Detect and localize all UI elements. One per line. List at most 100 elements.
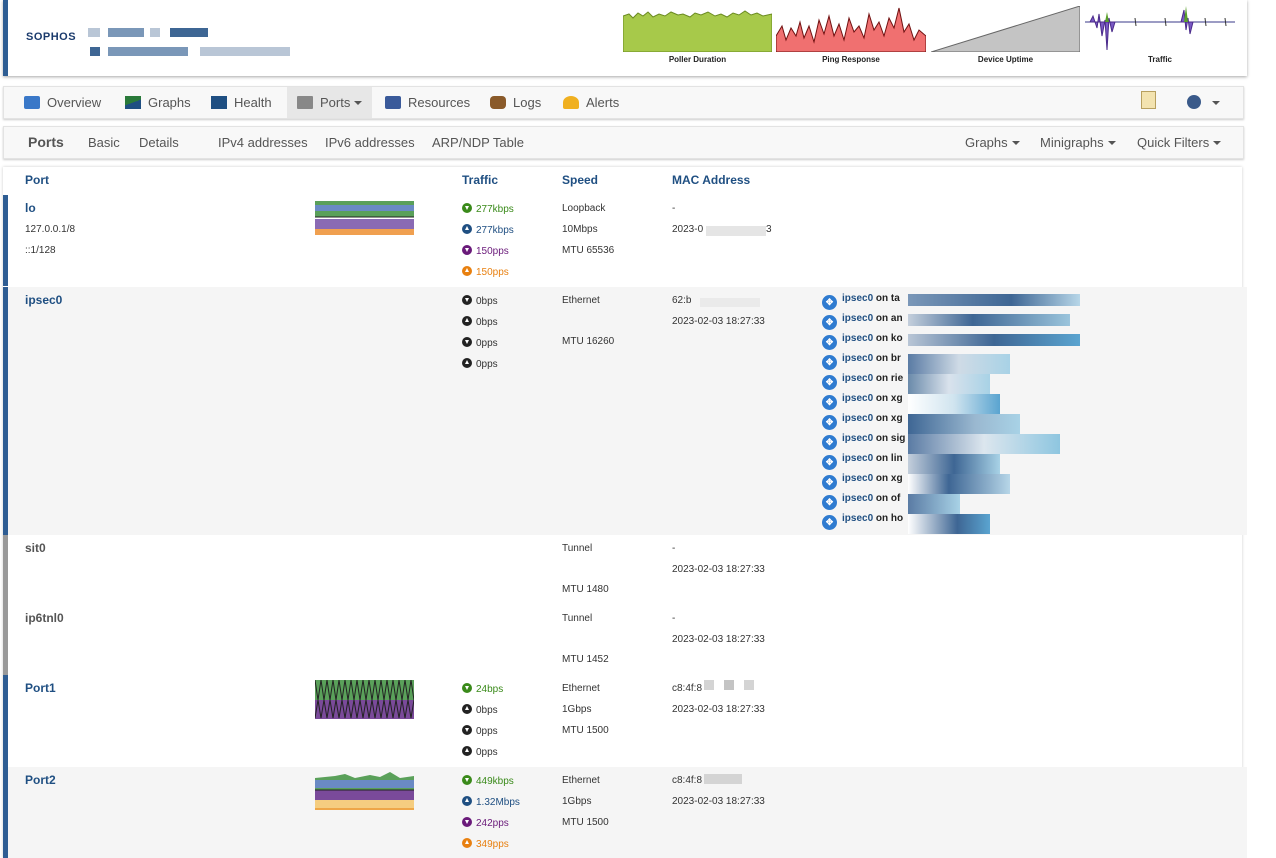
ipsec-iface: ipsec0 [842, 353, 874, 364]
port-mtu: MTU 1500 [562, 817, 609, 828]
arrow-up-icon [462, 266, 472, 276]
traffic-in-bits: 24bps [462, 683, 503, 695]
ipsec-link[interactable]: ✥ ipsec0 on ho [822, 513, 903, 530]
poller-duration-graph[interactable] [623, 6, 772, 52]
ipsec-link[interactable]: ✥ ipsec0 on br [822, 353, 901, 370]
ports-icon [297, 96, 313, 109]
settings-menu[interactable] [1187, 87, 1220, 118]
column-header-port[interactable]: Port [25, 173, 49, 187]
port-link[interactable]: Port1 [25, 681, 56, 695]
ipsec-link[interactable]: ✥ ipsec0 on ko [822, 333, 903, 350]
network-icon: ✥ [822, 355, 837, 370]
subtab-arp-ndp-table[interactable]: ARP/NDP Table [432, 135, 525, 150]
ipsec-link[interactable]: ✥ ipsec0 on sig [822, 433, 905, 450]
arrow-up-icon [462, 796, 472, 806]
ipsec-peer: on br [875, 353, 901, 364]
tab-overview[interactable]: Overview [24, 87, 101, 118]
gear-icon [1187, 95, 1201, 109]
traffic-out-bits: 0bps [462, 704, 498, 716]
column-header-traffic[interactable]: Traffic [462, 173, 499, 187]
port-last-change: 2023-02-03 18:27:33 [672, 704, 765, 715]
port-mac: c8:4f:8 [672, 683, 703, 694]
traffic-value: 150pps [476, 246, 509, 257]
subtab-ipv6-addresses[interactable]: IPv6 addresses [325, 135, 415, 150]
ipsec-link[interactable]: ✥ ipsec0 on an [822, 313, 903, 330]
network-icon: ✥ [822, 435, 837, 450]
chevron-down-icon [1213, 141, 1222, 145]
ipsec-link[interactable]: ✥ ipsec0 on of [822, 493, 900, 510]
tab-graphs[interactable]: Graphs [125, 87, 191, 118]
traffic-value: 150pps [476, 267, 509, 278]
redacted-peer [908, 474, 1010, 494]
traffic-graph[interactable] [1085, 6, 1235, 52]
network-icon: ✥ [822, 455, 837, 470]
table-row [3, 767, 1247, 858]
ipsec-iface: ipsec0 [842, 333, 874, 344]
port-minigraph[interactable] [315, 199, 414, 239]
traffic-label: Traffic [1147, 55, 1172, 64]
network-icon: ✥ [822, 415, 837, 430]
traffic-out-bits: 277kbps [462, 224, 514, 236]
redacted-peer [908, 354, 1010, 374]
port-link[interactable]: ipsec0 [25, 293, 63, 307]
port-link[interactable]: lo [25, 201, 36, 215]
graphs-dropdown[interactable]: Graphs [965, 127, 1020, 158]
quick-filters-dropdown[interactable]: Quick Filters [1127, 127, 1231, 158]
port-type: Tunnel [562, 543, 593, 554]
port-link[interactable]: Port2 [25, 773, 56, 787]
graphs-dropdown-label: Graphs [965, 135, 1008, 150]
ipsec-peer: on sig [875, 433, 906, 444]
port-last-change: 2023-02-03 18:27:33 [672, 796, 765, 807]
ipsec-iface: ipsec0 [842, 493, 874, 504]
column-header-speed[interactable]: Speed [562, 173, 599, 187]
arrow-up-icon [462, 316, 472, 326]
traffic-value: 277kbps [476, 225, 514, 236]
ipsec-link[interactable]: ✥ ipsec0 on rie [822, 373, 903, 390]
network-icon: ✥ [822, 495, 837, 510]
arrow-up-icon [462, 704, 472, 714]
subtab-ipv4-addresses[interactable]: IPv4 addresses [218, 135, 308, 150]
traffic-in-bits: 0bps [462, 295, 498, 307]
column-header-mac[interactable]: MAC Address [672, 173, 751, 187]
resources-icon [385, 96, 401, 109]
subtab-basic[interactable]: Basic [88, 135, 120, 150]
quick-filters-label: Quick Filters [1137, 135, 1210, 150]
ipsec-link[interactable]: ✥ ipsec0 on ta [822, 293, 900, 310]
tab-health[interactable]: Health [211, 87, 272, 118]
device-uptime-label: Device Uptime [977, 55, 1034, 64]
redacted-description [108, 47, 188, 56]
subtab-details[interactable]: Details [139, 135, 179, 150]
redacted-peer [908, 394, 1000, 414]
notes-icon [1141, 91, 1156, 109]
ping-response-graph[interactable] [776, 6, 926, 52]
health-icon [211, 96, 227, 109]
ipsec-link[interactable]: ✥ ipsec0 on lin [822, 453, 903, 470]
redacted-mac [704, 774, 742, 784]
port-mtu: MTU 1480 [562, 584, 609, 595]
ipsec-link[interactable]: ✥ ipsec0 on xg [822, 473, 903, 490]
port-type: Loopback [562, 203, 606, 214]
tab-ports[interactable]: Ports [287, 87, 373, 118]
ipsec-link[interactable]: ✥ ipsec0 on xg [822, 393, 903, 410]
ports-brand: Ports [28, 134, 64, 150]
tab-alerts[interactable]: Alerts [563, 87, 619, 118]
arrow-up-icon [462, 224, 472, 234]
tab-logs[interactable]: Logs [490, 87, 541, 118]
ipsec-peer: on ko [875, 333, 903, 344]
port-minigraph[interactable] [315, 772, 414, 812]
ipsec-peer: on lin [875, 453, 903, 464]
device-nav: Overview Graphs Health Ports Resources L… [3, 86, 1244, 119]
tab-resources[interactable]: Resources [385, 87, 470, 118]
minigraphs-dropdown[interactable]: Minigraphs [1040, 127, 1116, 158]
port-minigraph[interactable] [315, 680, 414, 720]
arrow-up-icon [462, 746, 472, 756]
port-mtu: MTU 1452 [562, 654, 609, 665]
notes-button[interactable] [1141, 87, 1163, 118]
port-link[interactable]: ip6tnl0 [25, 611, 64, 625]
chevron-down-icon [1212, 101, 1220, 105]
ipsec-link[interactable]: ✥ ipsec0 on xg [822, 413, 903, 430]
device-uptime-graph[interactable] [931, 6, 1080, 52]
port-link[interactable]: sit0 [25, 541, 46, 555]
port-mac: c8:4f:8 [672, 775, 703, 786]
tab-health-label: Health [234, 95, 272, 110]
